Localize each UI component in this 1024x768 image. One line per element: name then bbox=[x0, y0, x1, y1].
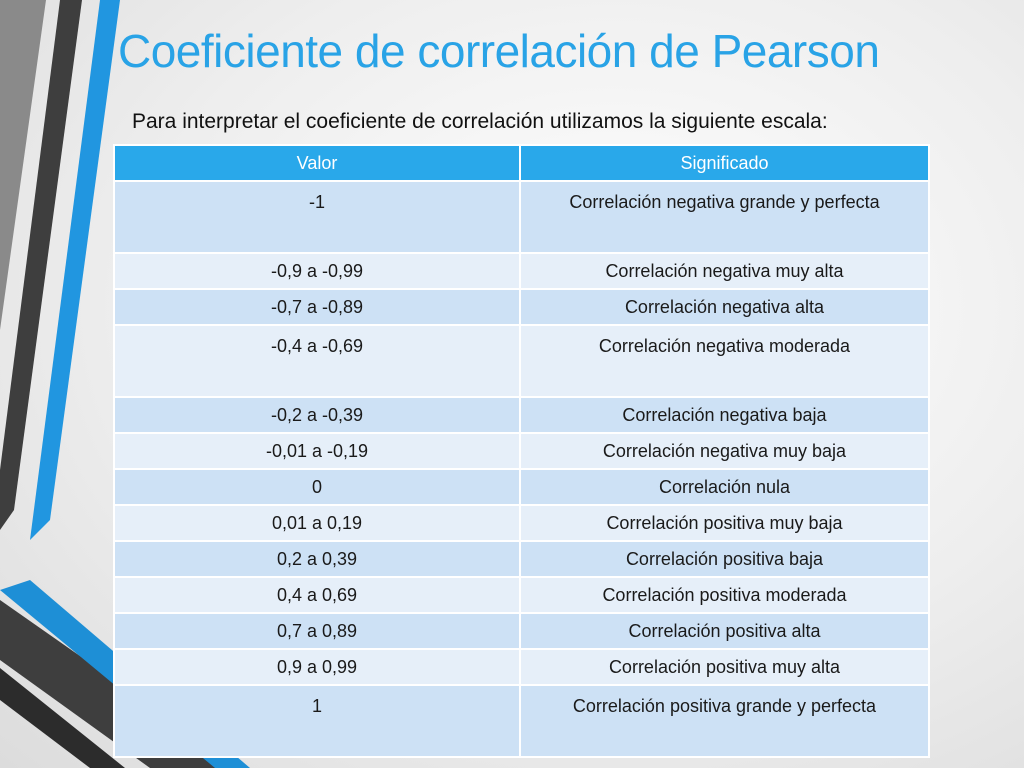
cell-significado: Correlación negativa moderada bbox=[519, 324, 930, 398]
table-row: 1 Correlación positiva grande y perfecta bbox=[113, 684, 930, 758]
header-significado: Significado bbox=[519, 144, 930, 182]
table-row: 0,2 a 0,39 Correlación positiva baja bbox=[113, 540, 930, 578]
cell-valor: -0,9 a -0,99 bbox=[113, 252, 521, 290]
table-row: 0,9 a 0,99 Correlación positiva muy alta bbox=[113, 648, 930, 686]
table-row: -0,9 a -0,99 Correlación negativa muy al… bbox=[113, 252, 930, 290]
cell-valor: 0,01 a 0,19 bbox=[113, 504, 521, 542]
cell-valor: 0,2 a 0,39 bbox=[113, 540, 521, 578]
cell-significado: Correlación positiva moderada bbox=[519, 576, 930, 614]
correlation-scale-table: Valor Significado -1 Correlación negativ… bbox=[113, 144, 930, 758]
cell-significado: Correlación negativa baja bbox=[519, 396, 930, 434]
slide-subtitle: Para interpretar el coeficiente de corre… bbox=[132, 110, 828, 133]
table-row: -0,2 a -0,39 Correlación negativa baja bbox=[113, 396, 930, 434]
stripe-gray-left bbox=[0, 0, 46, 330]
table-row: -0,4 a -0,69 Correlación negativa modera… bbox=[113, 324, 930, 398]
cell-valor: 0,7 a 0,89 bbox=[113, 612, 521, 650]
stripe-dark-2 bbox=[0, 668, 125, 768]
stripe-dark-1 bbox=[0, 0, 82, 530]
table-row: 0,4 a 0,69 Correlación positiva moderada bbox=[113, 576, 930, 614]
cell-significado: Correlación positiva muy baja bbox=[519, 504, 930, 542]
table-row: 0,01 a 0,19 Correlación positiva muy baj… bbox=[113, 504, 930, 542]
table-header-row: Valor Significado bbox=[113, 144, 930, 182]
cell-significado: Correlación negativa grande y perfecta bbox=[519, 180, 930, 254]
cell-valor: 0,9 a 0,99 bbox=[113, 648, 521, 686]
cell-significado: Correlación negativa muy alta bbox=[519, 252, 930, 290]
cell-valor: -0,2 a -0,39 bbox=[113, 396, 521, 434]
stripe-blue-1 bbox=[30, 0, 120, 540]
cell-valor: -1 bbox=[113, 180, 521, 254]
cell-valor: -0,7 a -0,89 bbox=[113, 288, 521, 326]
cell-valor: -0,01 a -0,19 bbox=[113, 432, 521, 470]
table-row: -0,01 a -0,19 Correlación negativa muy b… bbox=[113, 432, 930, 470]
cell-significado: Correlación positiva grande y perfecta bbox=[519, 684, 930, 758]
cell-significado: Correlación positiva baja bbox=[519, 540, 930, 578]
table-row: 0 Correlación nula bbox=[113, 468, 930, 506]
cell-valor: 1 bbox=[113, 684, 521, 758]
cell-valor: 0 bbox=[113, 468, 521, 506]
cell-significado: Correlación negativa muy baja bbox=[519, 432, 930, 470]
table-row: -0,7 a -0,89 Correlación negativa alta bbox=[113, 288, 930, 326]
header-valor: Valor bbox=[113, 144, 521, 182]
cell-significado: Correlación positiva alta bbox=[519, 612, 930, 650]
cell-significado: Correlación negativa alta bbox=[519, 288, 930, 326]
table-row: -1 Correlación negativa grande y perfect… bbox=[113, 180, 930, 254]
slide-title: Coeficiente de correlación de Pearson bbox=[118, 25, 880, 77]
table-row: 0,7 a 0,89 Correlación positiva alta bbox=[113, 612, 930, 650]
cell-valor: 0,4 a 0,69 bbox=[113, 576, 521, 614]
cell-significado: Correlación nula bbox=[519, 468, 930, 506]
cell-significado: Correlación positiva muy alta bbox=[519, 648, 930, 686]
cell-valor: -0,4 a -0,69 bbox=[113, 324, 521, 398]
